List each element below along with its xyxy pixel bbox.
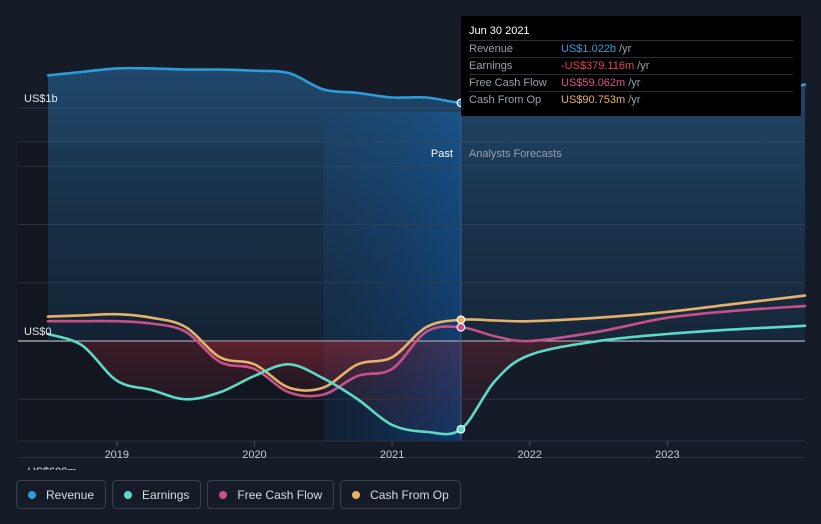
legend-label: Cash From Op [370,487,449,502]
tooltip-unit: /yr [619,43,632,55]
x-tick-label: 2020 [242,449,266,461]
x-tick-label: 2022 [517,449,541,461]
legend-label: Earnings [142,487,190,502]
tooltip-value: US$59.062m [561,77,626,89]
legend: Revenue Earnings Free Cash Flow Cash Fro… [16,480,461,509]
legend-dot-icon [28,490,36,499]
legend-dot-icon [219,490,228,499]
forecast-label: Analysts Forecasts [469,148,562,160]
tooltip-unit: /yr [637,60,650,72]
legend-item-earnings[interactable]: Earnings [112,480,202,509]
y-tick-label: US$1b [24,93,58,105]
y-tick-label: -US$600m [24,466,77,470]
series-line-cash-from-op [46,294,807,392]
tooltip: Jun 30 2021 Revenue US$1.022b /yr Earnin… [461,16,801,116]
legend-dot-icon [352,490,361,499]
legend-label: Revenue [46,487,95,502]
revenue-area [48,68,805,342]
x-tick-label: 2021 [380,449,404,461]
legend-label: Free Cash Flow [237,487,323,502]
tooltip-date: Jun 30 2021 [469,24,793,41]
past-label: Past [431,148,453,160]
tooltip-row-free-cash-flow: Free Cash Flow US$59.062m /yr [469,75,793,92]
marker-cash-from-op [456,315,466,325]
legend-item-revenue[interactable]: Revenue [16,480,107,509]
marker-earnings [456,424,466,434]
series-line-free-cash-flow [46,304,807,398]
x-tick-label: 2019 [105,449,129,461]
tooltip-row-revenue: Revenue US$1.022b /yr [469,41,793,58]
tooltip-row-cash-from-op: Cash From Op US$90.753m /yr [469,92,793,109]
tooltip-label: Free Cash Flow [469,77,547,89]
tooltip-unit: /yr [628,94,641,106]
x-tick-label: 2023 [655,449,679,461]
series-line-earnings [46,324,807,436]
tooltip-value: -US$379.116m [561,60,635,72]
tooltip-label: Earnings [469,60,513,72]
tooltip-label: Cash From Op [469,94,542,106]
tooltip-unit: /yr [628,77,641,89]
tooltip-value: US$1.022b [561,43,617,55]
legend-item-free-cash-flow[interactable]: Free Cash Flow [207,480,335,509]
y-tick-label: US$0 [24,326,52,338]
negative-area [48,341,805,391]
tooltip-row-earnings: Earnings -US$379.116m /yr [469,58,793,75]
legend-item-cash-from-op[interactable]: Cash From Op [340,480,461,509]
tooltip-value: US$90.753m [561,94,626,106]
legend-dot-icon [124,490,133,499]
tooltip-label: Revenue [469,43,514,55]
chart: US$1b US$0 -US$600m 2019 2020 2021 2022 2023 Pas… [18,66,807,470]
marker-free-cash-flow [456,322,466,332]
